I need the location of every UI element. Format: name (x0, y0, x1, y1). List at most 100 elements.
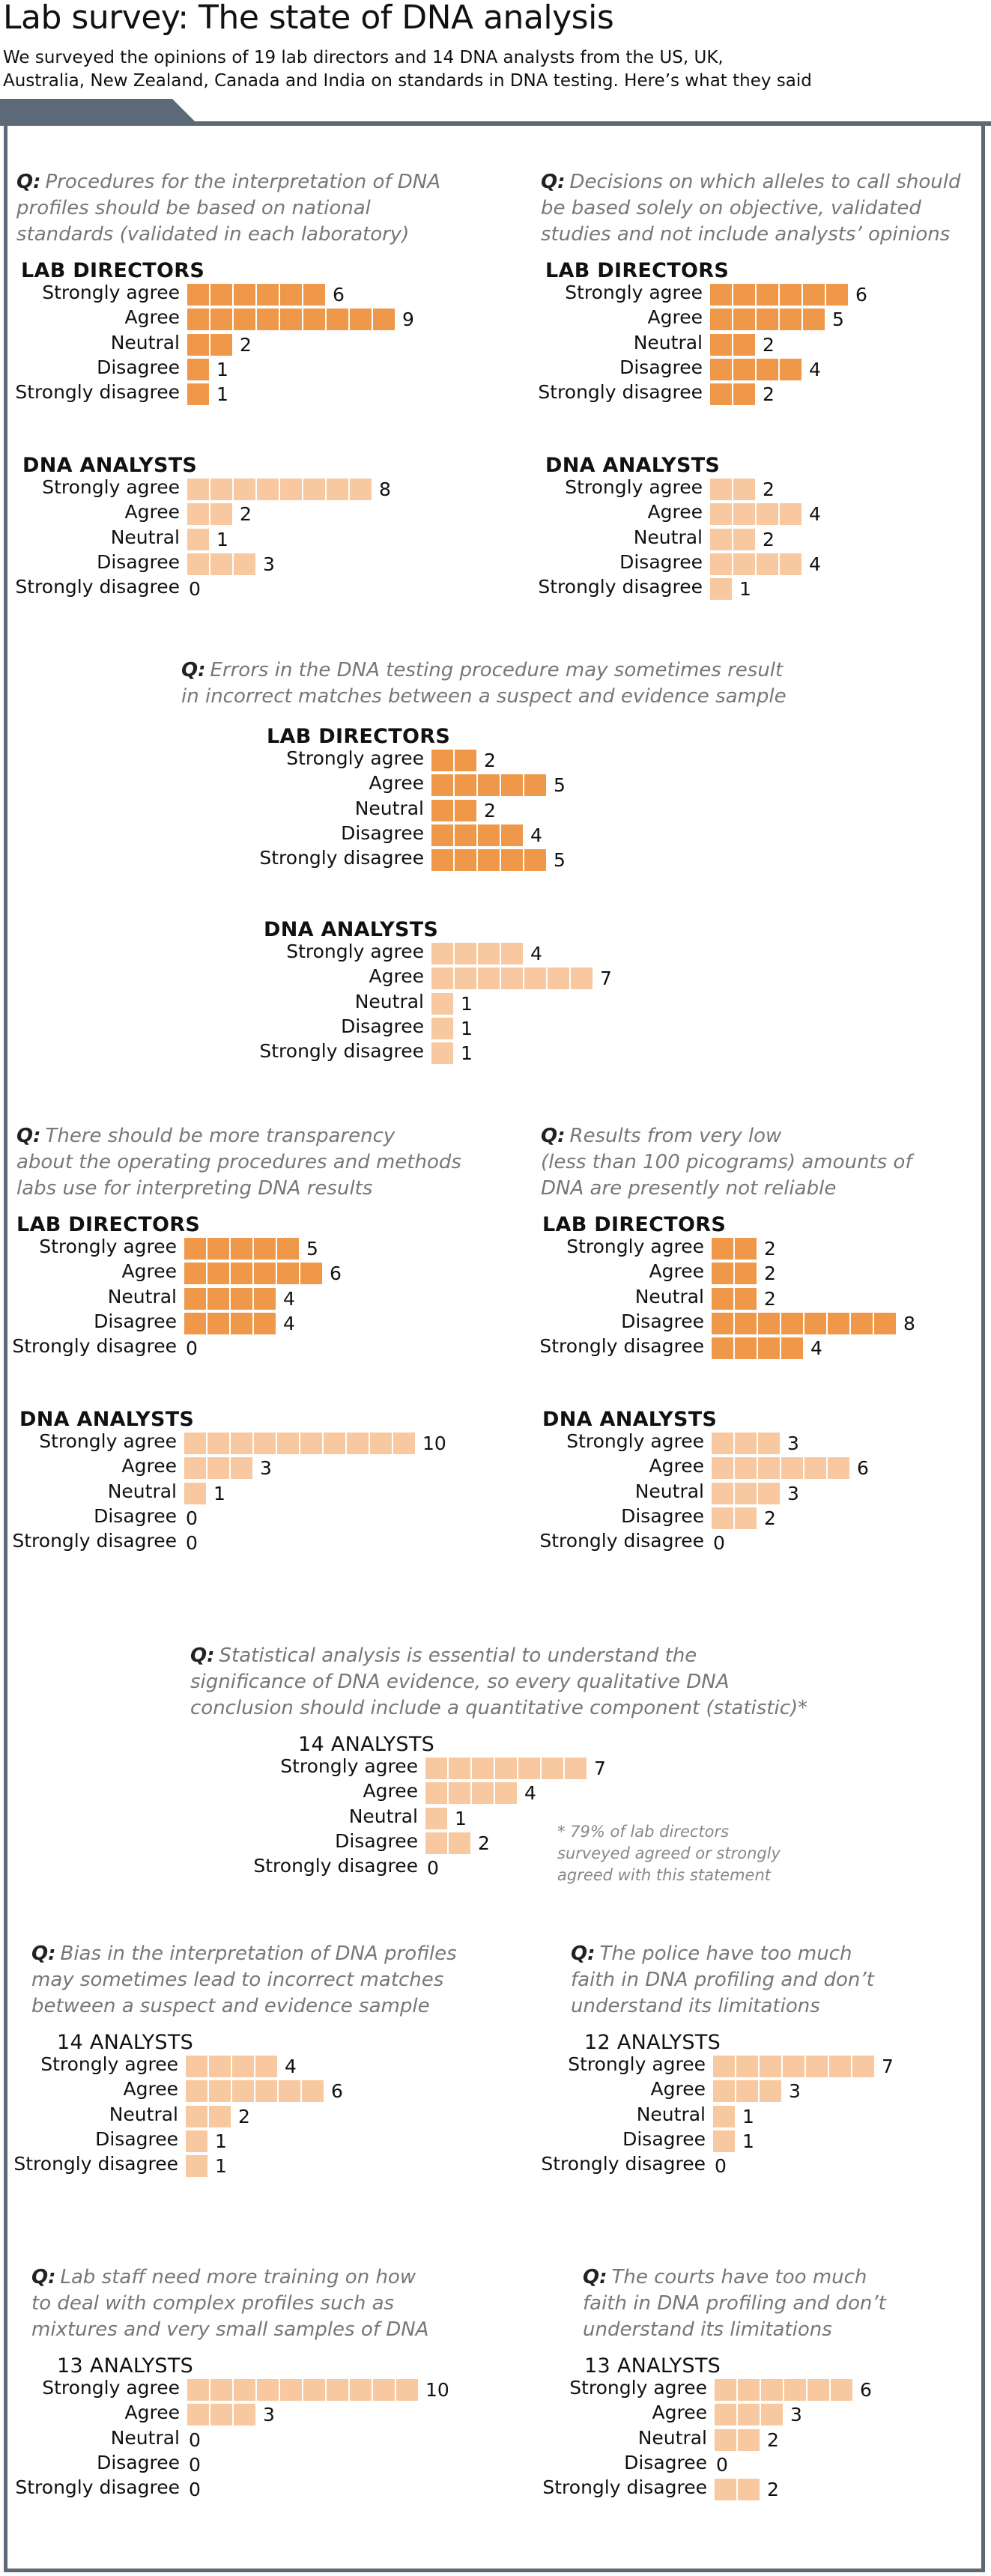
bar-cell (780, 284, 803, 306)
category-label: Strongly disagree (13, 2153, 178, 2175)
bar-cell (232, 2080, 255, 2103)
value-label: 2 (240, 333, 252, 356)
bar: 4 (710, 502, 821, 526)
bar-cell (184, 1287, 207, 1310)
question-line: Q: Errors in the DNA testing procedure ma… (181, 659, 784, 681)
bar-cell (733, 528, 757, 550)
footnote-line: * 79% of lab directors (557, 1823, 730, 1841)
bar-cell (738, 2479, 761, 2501)
bar-cell (327, 2379, 350, 2401)
bar-cell (758, 1433, 781, 1454)
bar-cell (231, 1287, 254, 1310)
bar-cell (431, 774, 455, 797)
bar: 6 (184, 1262, 342, 1285)
value-label: 1 (215, 2155, 227, 2178)
footnote-line: agreed with this statement (557, 1866, 772, 1884)
bar-cell (478, 824, 501, 846)
question-line: Q: There should be more transparency (16, 1125, 396, 1147)
bar-cell (431, 992, 455, 1015)
bar-cell (712, 1482, 735, 1504)
value-label: 5 (306, 1238, 318, 1260)
value-label: 1 (216, 528, 228, 550)
bar: 5 (431, 774, 566, 797)
question-line: may sometimes lead to incorrect matches (31, 1969, 444, 1991)
bar-cell (780, 358, 803, 380)
question-prefix: Q: (16, 171, 41, 193)
bar-cell (733, 333, 757, 356)
value-label: 4 (524, 1782, 536, 1805)
bar-cell (478, 967, 501, 990)
bar-cell (186, 2155, 209, 2178)
bar-cell (255, 2080, 279, 2103)
bar-cell (207, 1312, 231, 1334)
category-label: Strongly agree (286, 941, 424, 962)
question-line: Q: Procedures for the interpretation of D… (16, 171, 441, 193)
category-label: Strongly disagree (259, 847, 424, 869)
bar-cell (783, 2056, 806, 2077)
bar: 0 (184, 1531, 198, 1555)
bar: 1 (186, 2154, 227, 2178)
bar-cell (712, 1238, 735, 1260)
value-label: 0 (186, 1507, 198, 1529)
question-text: Q: The police have too much faith in DNA p… (571, 1941, 874, 2020)
category-label: Neutral (354, 990, 424, 1012)
bar-cell (210, 479, 234, 500)
bar-cell (210, 333, 234, 356)
bar: 3 (187, 553, 275, 576)
value-label: 1 (742, 2130, 754, 2152)
value-label: 2 (764, 1507, 776, 1529)
bar-cell (431, 849, 455, 872)
bar-cell (715, 2479, 738, 2501)
question-prefix: Q: (16, 1125, 41, 1147)
bar-cell (327, 309, 350, 331)
bar-cell (455, 849, 478, 872)
bar: 1 (713, 2130, 754, 2153)
bar-cell (207, 1263, 231, 1285)
bar: 2 (425, 1832, 490, 1855)
series-heading: 12 ANALYSTS (584, 2031, 721, 2054)
bar: 8 (712, 1312, 915, 1335)
category-label: Strongly disagree (539, 1530, 704, 1552)
category-label: Agree (369, 965, 424, 988)
question-line: Q: The police have too much (571, 1942, 852, 1965)
bar-cell (710, 479, 733, 500)
bar: 2 (712, 1237, 776, 1260)
bar-cell (806, 2056, 829, 2077)
bar-cell (209, 2105, 232, 2127)
question-prefix: Q: (541, 171, 566, 193)
bar-cell (710, 383, 733, 406)
bar: 2 (712, 1262, 776, 1285)
category-label: Strongly agree (39, 1430, 177, 1452)
value-label: 0 (715, 2155, 727, 2178)
bar-cell (431, 799, 455, 821)
category-label: Strongly agree (286, 747, 424, 769)
value-label: 6 (855, 284, 867, 306)
bar-cell (396, 2379, 419, 2401)
question-text: Q: Procedures for the interpretation of D… (16, 169, 440, 248)
value-label: 6 (333, 284, 345, 306)
bar-cell (736, 2080, 760, 2103)
question-line: to deal with complex profiles such as (31, 2292, 395, 2315)
question-text: Q: Decisions on which alleles to call sho… (541, 169, 961, 248)
bar-cell (347, 1433, 370, 1454)
value-label: 4 (530, 824, 542, 846)
bar: 0 (187, 2478, 201, 2501)
question-line: Q: Statistical analysis is essential to u… (190, 1644, 697, 1667)
value-label: 1 (461, 1042, 473, 1065)
bar-cell (501, 967, 524, 990)
bar-cell (187, 284, 210, 306)
category-label: Disagree (621, 1310, 704, 1332)
category-label: Strongly agree (42, 476, 180, 498)
bar-cell (712, 1312, 735, 1334)
bar-cell (736, 2056, 760, 2077)
bar-cell (234, 2379, 257, 2401)
bar-cell (495, 1758, 518, 1779)
bar: 2 (715, 2478, 779, 2501)
bar-cell (207, 1238, 231, 1260)
bar-cell (733, 358, 757, 380)
bar-cell (257, 479, 280, 500)
bar: 4 (710, 553, 821, 576)
bar: 3 (712, 1432, 799, 1455)
bar-cell (187, 333, 210, 356)
bar-cell (501, 849, 524, 872)
